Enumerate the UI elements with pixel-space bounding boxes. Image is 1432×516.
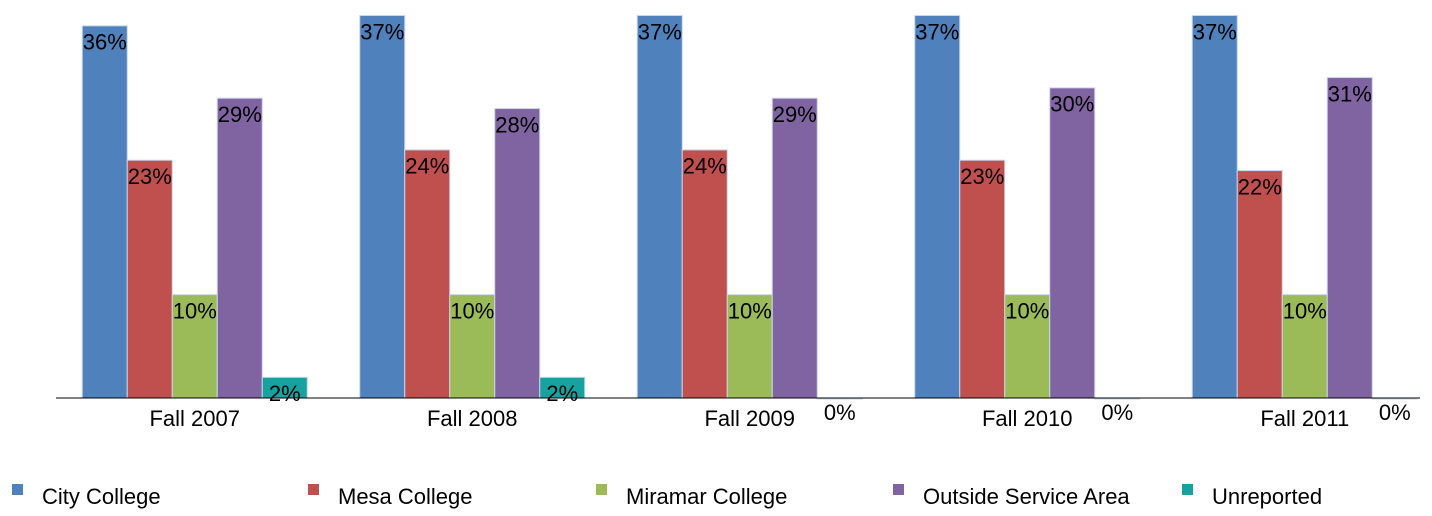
legend-marker [12,484,23,495]
data-label: 24% [405,154,449,179]
data-label: 0% [824,400,856,425]
legend-marker [893,484,904,495]
bar [914,15,961,399]
data-label: 37% [915,19,959,44]
data-label: 0% [1379,400,1411,425]
bar [1281,294,1328,399]
bar [1326,77,1373,399]
bar [494,108,541,399]
data-label: 23% [128,164,172,189]
data-label: 29% [773,102,817,127]
data-label: 37% [1193,19,1237,44]
legend-label: City College [42,484,161,509]
bar [359,15,406,399]
data-label: 36% [83,30,127,55]
data-label: 10% [450,298,494,323]
legend-marker [596,484,607,495]
bar [404,149,451,399]
bar [216,97,263,399]
legend-label: Outside Service Area [923,484,1130,509]
legend-marker [308,484,319,495]
bar [959,159,1006,399]
data-label: 30% [1050,92,1094,117]
legend-marker [1182,484,1193,495]
x-tick-label: Fall 2009 [704,406,795,431]
data-label: 23% [960,164,1004,189]
data-label: 37% [638,19,682,44]
data-label: 2% [269,381,301,406]
bar [1004,294,1051,399]
bar [636,15,683,399]
bar [171,294,218,399]
legend-label: Unreported [1212,484,1322,509]
data-label: 10% [173,298,217,323]
data-label: 37% [360,19,404,44]
data-label: 2% [546,381,578,406]
x-tick-label: Fall 2007 [149,406,240,431]
legend-label: Miramar College [626,484,787,509]
bar [1191,15,1238,399]
x-tick-label: Fall 2010 [982,406,1073,431]
data-label: 10% [1283,298,1327,323]
data-label: 24% [683,154,727,179]
bar [81,25,128,399]
bar [1236,170,1283,399]
data-label: 31% [1328,81,1372,106]
legend-label: Mesa College [338,484,473,509]
bar [681,149,728,399]
bar [771,97,818,399]
bar [1049,87,1096,399]
data-label: 10% [1005,298,1049,323]
data-label: 0% [1101,400,1133,425]
x-tick-label: Fall 2008 [427,406,518,431]
data-label: 29% [218,102,262,127]
x-tick-label: Fall 2011 [1260,406,1349,431]
data-label: 10% [728,298,772,323]
bar [449,294,496,399]
data-label: 28% [495,112,539,137]
data-label: 22% [1238,174,1282,199]
bar [126,159,173,399]
